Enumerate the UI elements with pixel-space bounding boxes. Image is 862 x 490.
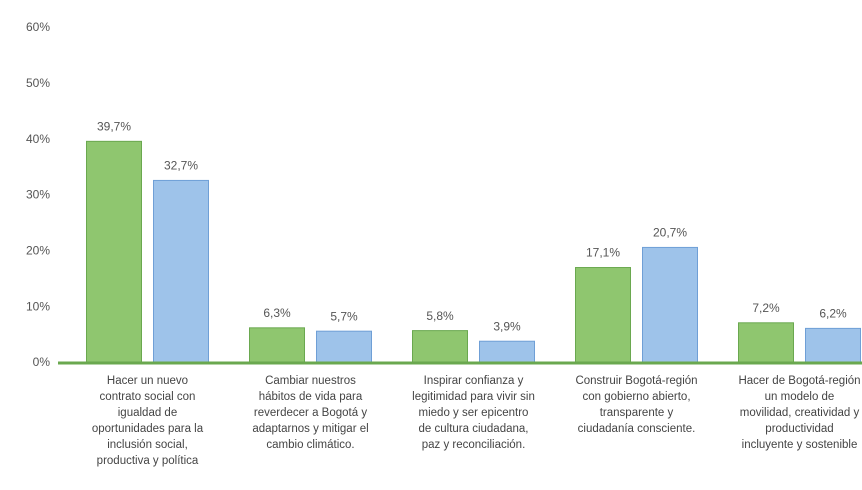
- bar: [316, 330, 372, 364]
- y-tick-label: 10%: [26, 299, 50, 313]
- bar: [479, 340, 535, 364]
- bar: [575, 267, 631, 364]
- y-tick-label: 0%: [33, 355, 51, 369]
- data-label: 32,7%: [164, 159, 198, 173]
- bar: [738, 322, 794, 364]
- y-tick-label: 20%: [26, 244, 50, 258]
- x-tick-label: Construir Bogotá-región con gobierno abi…: [575, 375, 698, 435]
- bar: [86, 140, 142, 364]
- data-label: 3,9%: [493, 319, 521, 333]
- data-label: 7,2%: [752, 301, 780, 315]
- data-label: 20,7%: [653, 226, 687, 240]
- bar: [153, 179, 209, 364]
- bar: [412, 330, 468, 364]
- x-tick-label: Cambiar nuestros hábitos de vida para re…: [252, 375, 369, 451]
- x-tick-label: Inspirar confianza y legitimidad para vi…: [412, 375, 535, 451]
- y-tick-label: 30%: [26, 188, 50, 202]
- bar: [805, 327, 861, 364]
- data-label: 5,8%: [426, 309, 454, 323]
- data-label: 5,7%: [330, 309, 358, 323]
- data-label: 6,3%: [263, 306, 291, 320]
- bar: [249, 327, 305, 364]
- data-label: 39,7%: [97, 120, 131, 134]
- data-label: 6,2%: [819, 307, 847, 321]
- y-tick-label: 50%: [26, 76, 50, 90]
- x-tick-label: Hacer de Bogotá-región un modelo de movi…: [738, 375, 861, 451]
- y-tick-label: 60%: [26, 20, 50, 34]
- x-tick-label: Hacer un nuevo contrato social con igual…: [91, 375, 204, 467]
- y-tick-label: 40%: [26, 132, 50, 146]
- bar: [642, 246, 698, 364]
- data-label: 17,1%: [586, 246, 620, 260]
